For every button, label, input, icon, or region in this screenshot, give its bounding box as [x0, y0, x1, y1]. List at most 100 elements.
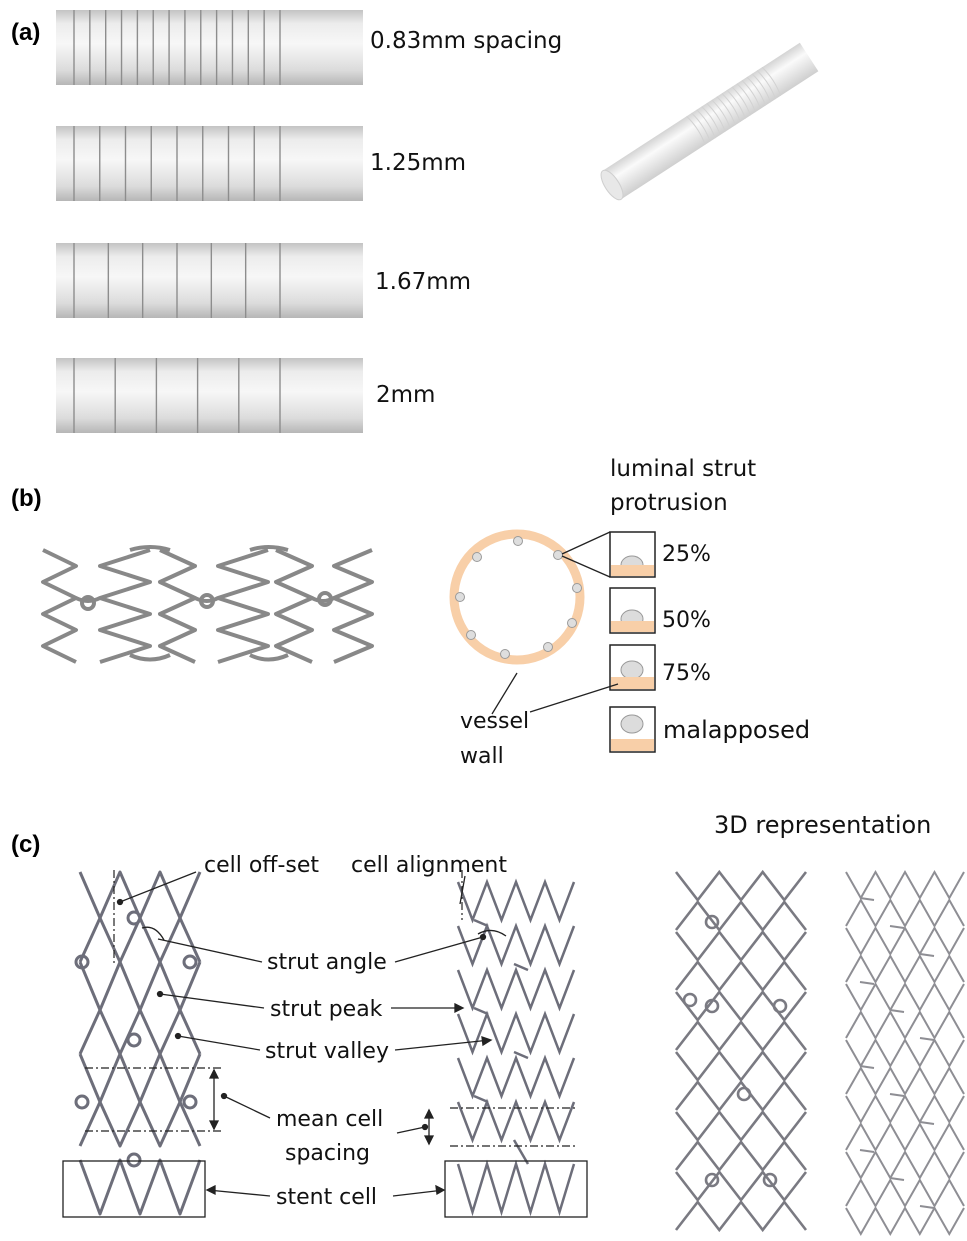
- stent-ring-3: [158, 548, 197, 664]
- wall-band: [611, 739, 654, 751]
- connector-loop-3d: [772, 998, 788, 1014]
- connector-loop-3d: [736, 1086, 752, 1102]
- spacing-guides: [85, 870, 575, 1147]
- strut-ring-3d: [845, 1149, 965, 1181]
- strut-ring-3d: [845, 897, 965, 929]
- spacing-label-2mm: 2mm: [376, 382, 435, 408]
- aligned-stent-pattern: [456, 878, 576, 1217]
- strut-connector-3d: [859, 897, 875, 901]
- spacing-label-1.25mm: 1.25mm: [370, 150, 466, 176]
- strut-connector: [473, 918, 489, 928]
- strut-connector: [473, 1094, 489, 1104]
- strut-connector-3d: [889, 1177, 905, 1181]
- panel-b-tag: (b): [11, 485, 42, 512]
- strut-ring-3d: [845, 1177, 965, 1209]
- stent-side-view: [41, 545, 374, 664]
- panel-a: (a) 0.83mm spacing 1.25mm 1.67mm 2mm: [11, 10, 819, 433]
- strut-dot: [543, 642, 553, 652]
- spacing-arrows: [208, 1068, 435, 1146]
- vessel-wall-ring: [449, 529, 585, 665]
- connector-loop-3d: [704, 1172, 720, 1188]
- arrowhead: [205, 1184, 216, 1196]
- strut-ring-3d: [674, 1199, 808, 1233]
- cylinder-body: [56, 126, 363, 201]
- spacing-cylinder-2: 1.25mm: [56, 126, 466, 201]
- cylinder-body: [56, 10, 363, 85]
- strut-ring-3d: [674, 1019, 808, 1053]
- strut-connector: [513, 962, 529, 972]
- strut-dot: [472, 552, 482, 562]
- strut-ring: [456, 922, 576, 968]
- stent-link-loop: [80, 595, 96, 611]
- level-50-label: 50%: [662, 608, 711, 633]
- arrowhead: [481, 1036, 493, 1047]
- leader-cell-offset: [119, 871, 197, 903]
- 3d-offset-stent: [674, 869, 808, 1233]
- arrowhead: [454, 1002, 465, 1014]
- spacing-label-0.83mm: 0.83mm spacing: [370, 28, 562, 54]
- strut-ring-3d: [845, 925, 965, 957]
- 3d-aligned-stent: [845, 869, 965, 1237]
- strut-ring-3d: [845, 1205, 965, 1237]
- strut-ring-3d: [845, 1121, 965, 1153]
- stent-link-loop: [317, 591, 333, 607]
- strut-ring-3d: [845, 1037, 965, 1069]
- connector-loop: [126, 1032, 142, 1048]
- connector-loop: [126, 910, 142, 926]
- spacing-cylinder-4: 2mm: [56, 358, 435, 433]
- strut-ring-3d: [845, 981, 965, 1013]
- strut-ring-3d: [674, 1109, 808, 1143]
- spacing-cylinder-3: 1.67mm: [56, 243, 471, 318]
- strut-ring-3d: [845, 1093, 965, 1125]
- protrusion-title-line2: protrusion: [610, 490, 728, 516]
- strut-profile: [620, 714, 644, 734]
- strut-ring: [456, 878, 576, 924]
- spacing-arrowheads-right: [423, 1108, 435, 1146]
- cylinder-rings: [73, 243, 281, 318]
- diagonal-cylinder-body: [602, 42, 819, 200]
- label-mean-cell-line1: mean cell: [276, 1107, 383, 1132]
- leader-mean-cell-right: [396, 1126, 426, 1134]
- cylinder-body: [56, 358, 363, 433]
- strut-connector: [512, 1139, 530, 1165]
- leader-mean-cell-left: [223, 1095, 271, 1119]
- spacing-label-1.67mm: 1.67mm: [375, 269, 471, 295]
- leader-strut-valley-right: [394, 1039, 491, 1051]
- strut-dot: [572, 583, 582, 593]
- strut-ring-3d: [674, 959, 808, 993]
- level-25-label: 25%: [662, 542, 711, 567]
- stent-ring-6: [332, 548, 374, 664]
- vessel-cross-section: [449, 529, 611, 665]
- leader-strut-angle-right: [394, 936, 484, 963]
- wall-band-overlay: [611, 565, 654, 576]
- strut-connector: [513, 1050, 529, 1060]
- leader-dot: [156, 990, 164, 998]
- strut-ring: [78, 1052, 202, 1104]
- protrusion-box-75: 75%: [609, 644, 711, 691]
- label-cell-offset: cell off-set: [204, 853, 319, 878]
- strut-ring: [456, 966, 576, 1012]
- connector-loop: [74, 1094, 90, 1110]
- strut-connector: [473, 1006, 489, 1016]
- leader-stent-cell-right: [392, 1189, 445, 1197]
- leader-dot: [220, 1092, 228, 1100]
- strut-ring: [456, 1098, 576, 1144]
- strut-dot: [500, 649, 510, 659]
- arrowhead: [435, 1184, 446, 1196]
- leader-lines: [116, 871, 507, 1197]
- leader-dot: [116, 898, 124, 906]
- panel-c: (c) 3D representation: [11, 811, 965, 1237]
- label-strut-valley: strut valley: [265, 1039, 389, 1064]
- strut-connector-3d: [889, 1009, 905, 1013]
- strut-dot: [553, 550, 563, 560]
- vessel-pointer-2: [529, 683, 619, 713]
- connector-loop-3d: [682, 992, 698, 1008]
- strut-connector-3d: [859, 981, 875, 985]
- connector-loop-3d: [704, 914, 720, 930]
- panel-b: (b): [11, 456, 810, 769]
- protrusion-box-50: 50%: [609, 587, 711, 634]
- connector-loop: [74, 954, 90, 970]
- vessel-pointer-1: [491, 672, 518, 715]
- level-75-label: 75%: [662, 661, 711, 686]
- leader-dot: [174, 1032, 182, 1040]
